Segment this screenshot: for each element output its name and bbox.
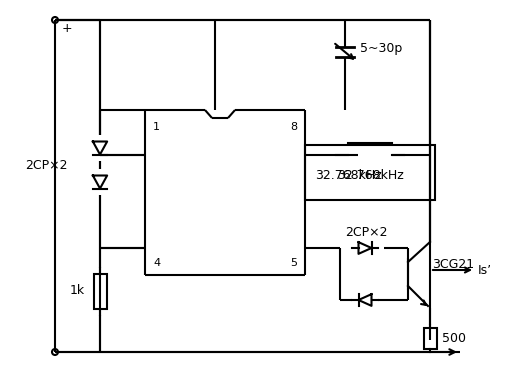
- Text: 1: 1: [153, 122, 160, 132]
- Text: 2CP×2: 2CP×2: [25, 158, 68, 171]
- Text: 2CP×2: 2CP×2: [345, 225, 388, 238]
- Text: 3CG21: 3CG21: [432, 259, 474, 272]
- Bar: [305, 145, 435, 200]
- Text: 5: 5: [290, 258, 297, 268]
- Text: 500: 500: [442, 331, 466, 344]
- Text: 4: 4: [153, 258, 160, 268]
- Bar: [360, 148, 380, 162]
- Text: Is’: Is’: [478, 263, 492, 276]
- Bar: [424, 328, 437, 349]
- Text: 32.768kHz: 32.768kHz: [336, 169, 404, 182]
- Text: 32.768kHz: 32.768kHz: [315, 169, 382, 182]
- Text: 8: 8: [290, 122, 297, 132]
- Bar: [93, 274, 106, 310]
- Text: +: +: [62, 22, 73, 35]
- Text: 5~30p: 5~30p: [360, 42, 402, 55]
- Bar: [348, 143, 392, 167]
- Text: 1k: 1k: [70, 285, 85, 298]
